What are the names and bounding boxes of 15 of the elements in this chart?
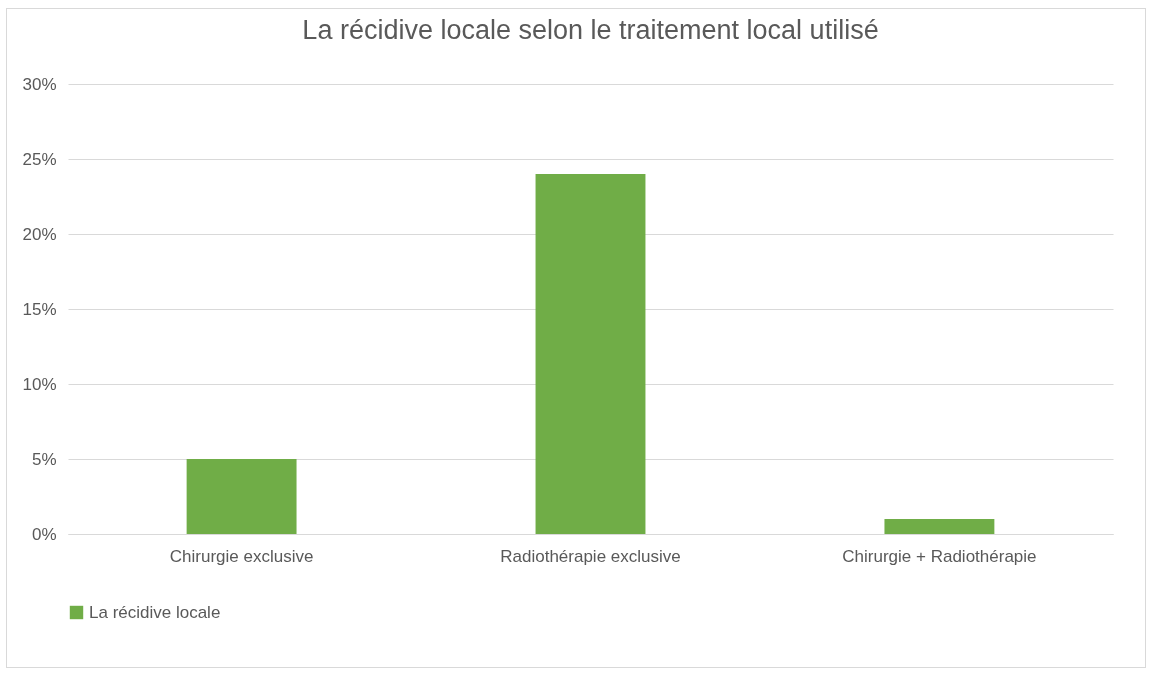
y-tick-label: 0% xyxy=(31,524,57,544)
x-tick-label: Chirurgie exclusive xyxy=(169,546,314,566)
y-tick-label: 25% xyxy=(22,149,57,169)
y-tick-label: 20% xyxy=(22,224,57,244)
y-tick-label: 15% xyxy=(22,299,57,319)
x-tick-label: Chirurgie + Radiothérapie xyxy=(842,546,1037,566)
legend-label: La récidive locale xyxy=(89,602,221,622)
bar xyxy=(535,174,646,534)
chart-title: La récidive locale selon le traitement local utilisé xyxy=(302,15,879,45)
y-tick-label: 5% xyxy=(31,449,57,469)
x-tick-label: Radiothérapie exclusive xyxy=(500,546,681,566)
y-tick-label: 30% xyxy=(22,74,57,94)
bar xyxy=(884,519,995,534)
y-tick-label: 10% xyxy=(22,374,57,394)
bar xyxy=(186,459,297,534)
